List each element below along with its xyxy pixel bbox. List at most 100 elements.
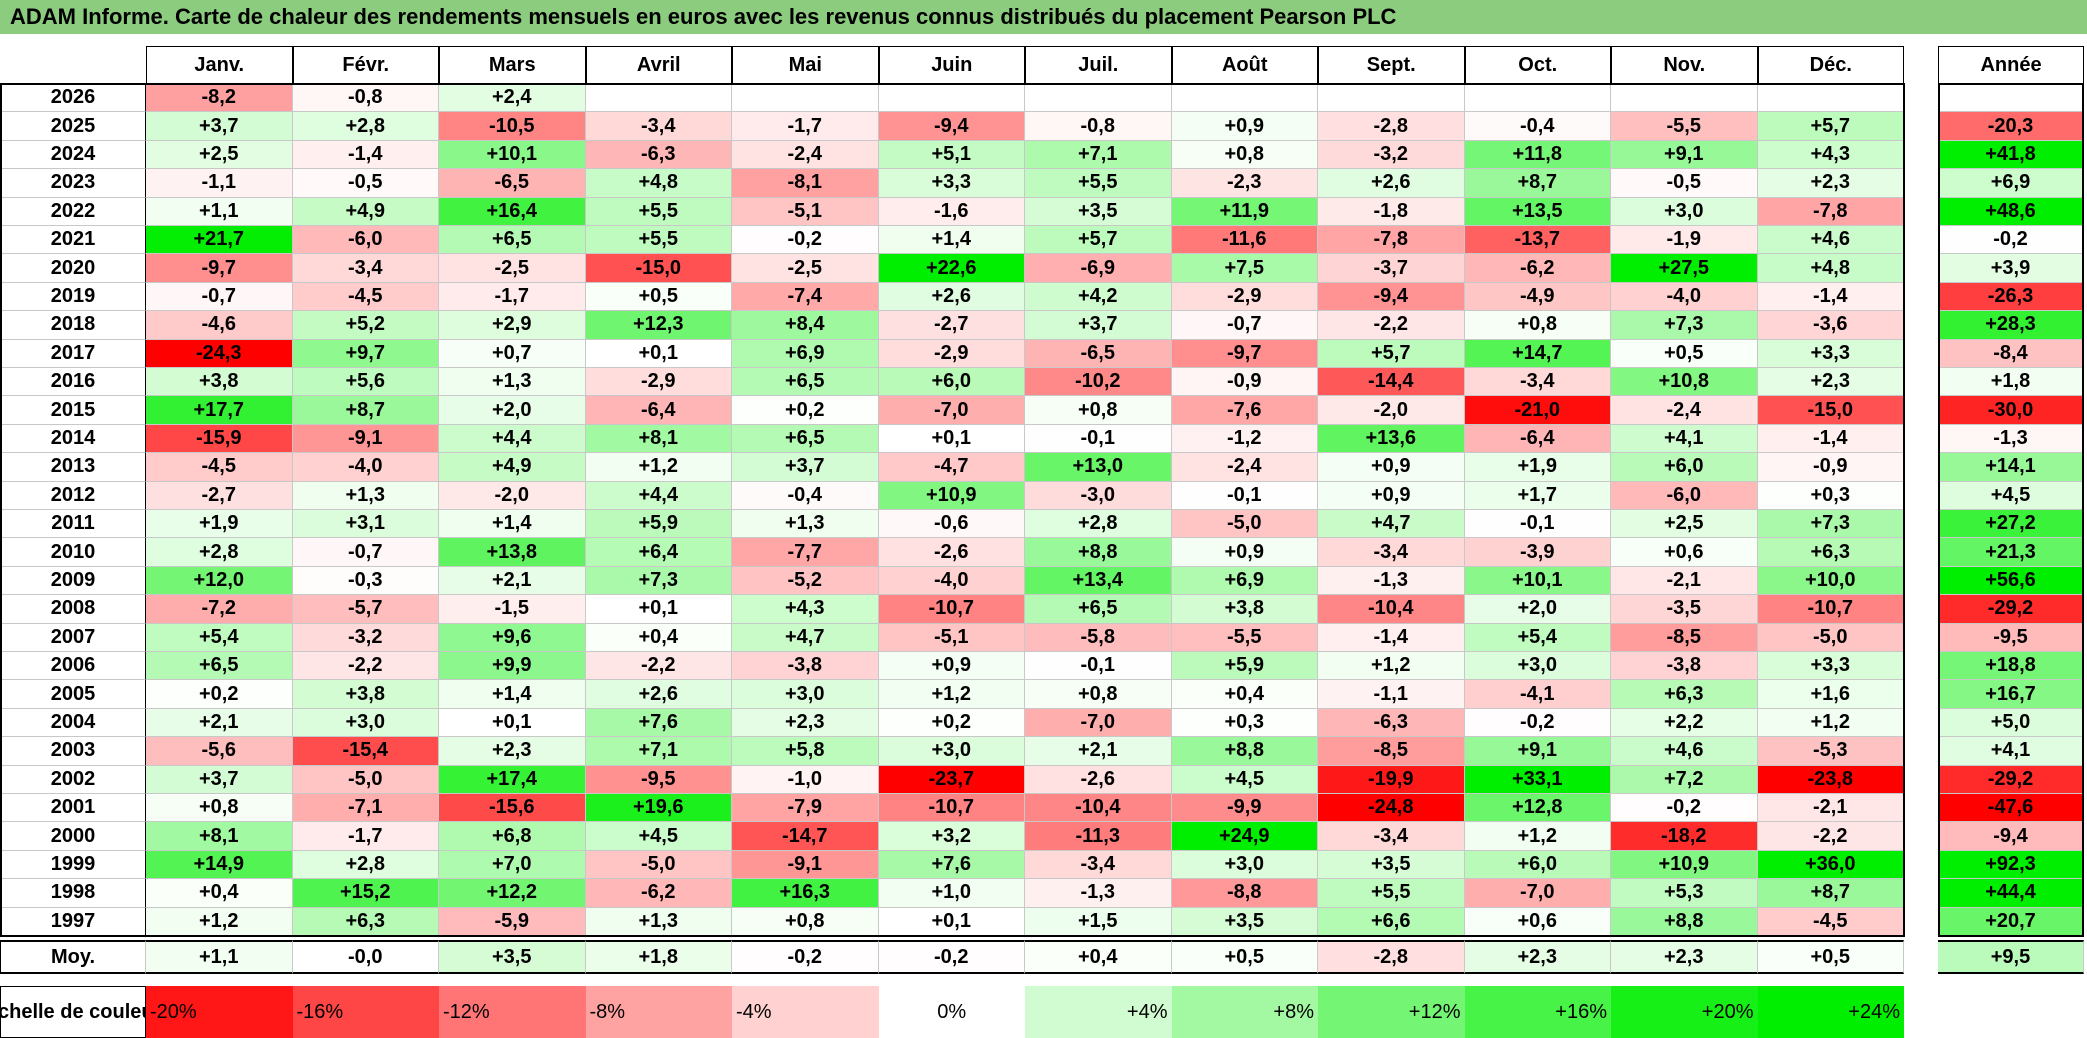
column-header: Déc. [1757, 46, 1904, 84]
color-scale-swatch: -16% [292, 986, 439, 1038]
row-year-label: 2012 [0, 481, 146, 510]
heatmap-cell: +12,0 [146, 566, 293, 596]
heatmap-cell: +0,4 [585, 623, 732, 652]
heatmap-cell: +7,3 [585, 566, 732, 596]
heatmap-cell: +0,8 [732, 907, 879, 936]
annual-cell: +27,2 [1938, 510, 2084, 539]
heatmap-cell: -8,5 [1611, 623, 1758, 652]
heatmap-cell: +0,6 [1611, 538, 1758, 567]
heatmap-cell: +6,8 [439, 822, 586, 851]
heatmap-cell: +2,8 [1025, 510, 1172, 539]
row-year-label: 2014 [0, 424, 146, 454]
heatmap-cell: +2,1 [146, 708, 293, 738]
heatmap-cell: -5,9 [439, 907, 586, 936]
heatmap-cell: -0,8 [292, 84, 439, 113]
heatmap-cell: +0,1 [585, 339, 732, 368]
heatmap-cell: -1,4 [1318, 623, 1465, 652]
heatmap-cell: -4,7 [878, 453, 1025, 482]
heatmap-cell: -3,2 [1318, 140, 1465, 170]
heatmap-cell: -4,5 [1757, 907, 1904, 936]
heatmap-cell: +0,8 [1025, 396, 1172, 425]
column-header: Juil. [1025, 46, 1172, 84]
column-header: Nov. [1611, 46, 1758, 84]
heatmap-cell: -9,4 [878, 112, 1025, 141]
column-header: Avril [585, 46, 732, 84]
color-scale-swatch: 0% [878, 986, 1025, 1038]
heatmap-cell: +8,7 [1464, 169, 1611, 198]
annual-cell: -47,6 [1938, 794, 2084, 823]
heatmap-cell: +5,5 [1318, 879, 1465, 908]
heatmap-cell: +3,8 [146, 368, 293, 397]
annual-cell: -1,3 [1938, 424, 2084, 454]
heatmap-cell: -3,8 [1611, 652, 1758, 681]
heatmap-cell: +10,9 [878, 481, 1025, 510]
heatmap-cell: +2,3 [732, 708, 879, 738]
annual-cell: +92,3 [1938, 850, 2084, 880]
annual-cell: -8,4 [1938, 339, 2084, 368]
heatmap-cell: +2,3 [1757, 169, 1904, 198]
year-column-header: Année [1938, 46, 2084, 84]
heatmap-cell: +13,5 [1464, 197, 1611, 226]
heatmap-cell: +3,5 [1025, 197, 1172, 226]
heatmap-cell: -1,6 [878, 197, 1025, 226]
heatmap-cell: +3,5 [1171, 907, 1318, 936]
heatmap-cell: +2,1 [1025, 737, 1172, 766]
heatmap-cell: -2,3 [1171, 169, 1318, 198]
row-year-label: 2015 [0, 396, 146, 425]
heatmap-cell: +3,8 [1171, 595, 1318, 624]
heatmap-cell: +2,1 [439, 566, 586, 596]
heatmap-cell: -19,9 [1318, 765, 1465, 794]
heatmap-cell: -5,0 [585, 850, 732, 880]
heatmap-cell: +6,0 [1611, 453, 1758, 482]
heatmap-cell: -2,7 [146, 481, 293, 510]
heatmap-cell: +0,9 [1318, 453, 1465, 482]
heatmap-cell: +4,8 [1757, 254, 1904, 283]
heatmap-cell: +0,4 [146, 879, 293, 908]
heatmap-cell [1757, 84, 1904, 113]
heatmap-cell: +7,3 [1611, 311, 1758, 340]
heatmap-cell: +19,6 [585, 794, 732, 823]
annual-cell: +16,7 [1938, 680, 2084, 709]
heatmap-cell: -9,5 [585, 765, 732, 794]
heatmap-cell: -8,8 [1171, 879, 1318, 908]
heatmap-cell: +1,2 [1464, 822, 1611, 851]
heatmap-cell: +8,4 [732, 311, 879, 340]
heatmap-cell: +0,8 [1171, 140, 1318, 170]
heatmap-cell: -1,2 [1171, 424, 1318, 454]
heatmap-cell: -15,0 [1757, 396, 1904, 425]
heatmap-cell: +1,4 [878, 226, 1025, 255]
heatmap-cell: -0,1 [1025, 424, 1172, 454]
heatmap-cell: -6,4 [585, 396, 732, 425]
row-year-label: 2006 [0, 652, 146, 681]
heatmap-cell: +7,2 [1611, 765, 1758, 794]
heatmap-cell: -6,2 [1464, 254, 1611, 283]
average-cell: +2,3 [1611, 940, 1758, 974]
heatmap-cell: -7,4 [732, 282, 879, 312]
heatmap-cell: +0,5 [1611, 339, 1758, 368]
row-year-label: 2016 [0, 368, 146, 397]
heatmap-cell: +3,3 [878, 169, 1025, 198]
heatmap-cell: +13,0 [1025, 453, 1172, 482]
heatmap-cell: +8,1 [585, 424, 732, 454]
color-scale-swatch: +12% [1318, 986, 1465, 1038]
heatmap-cell: +2,8 [292, 112, 439, 141]
heatmap-cell: +9,1 [1464, 737, 1611, 766]
heatmap-cell: -2,5 [439, 254, 586, 283]
heatmap-cell: +0,5 [585, 282, 732, 312]
heatmap-cell: -7,1 [292, 794, 439, 823]
heatmap-cell: -2,6 [878, 538, 1025, 567]
average-row-label: Moy. [0, 940, 146, 974]
heatmap-cell: +6,4 [585, 538, 732, 567]
heatmap-cell: -18,2 [1611, 822, 1758, 851]
heatmap-cell: -6,3 [1318, 708, 1465, 738]
heatmap-cell: +0,8 [146, 794, 293, 823]
heatmap-cell: +2,4 [439, 84, 586, 113]
heatmap-cell: -0,2 [1611, 794, 1758, 823]
annual-cell: +44,4 [1938, 879, 2084, 908]
heatmap-cell: -2,1 [1757, 794, 1904, 823]
heatmap-cell: +0,3 [1171, 708, 1318, 738]
annual-cell: +3,9 [1938, 254, 2084, 283]
heatmap-cell: -3,5 [1611, 595, 1758, 624]
heatmap-cell: -0,1 [1464, 510, 1611, 539]
heatmap-cell: -2,9 [585, 368, 732, 397]
